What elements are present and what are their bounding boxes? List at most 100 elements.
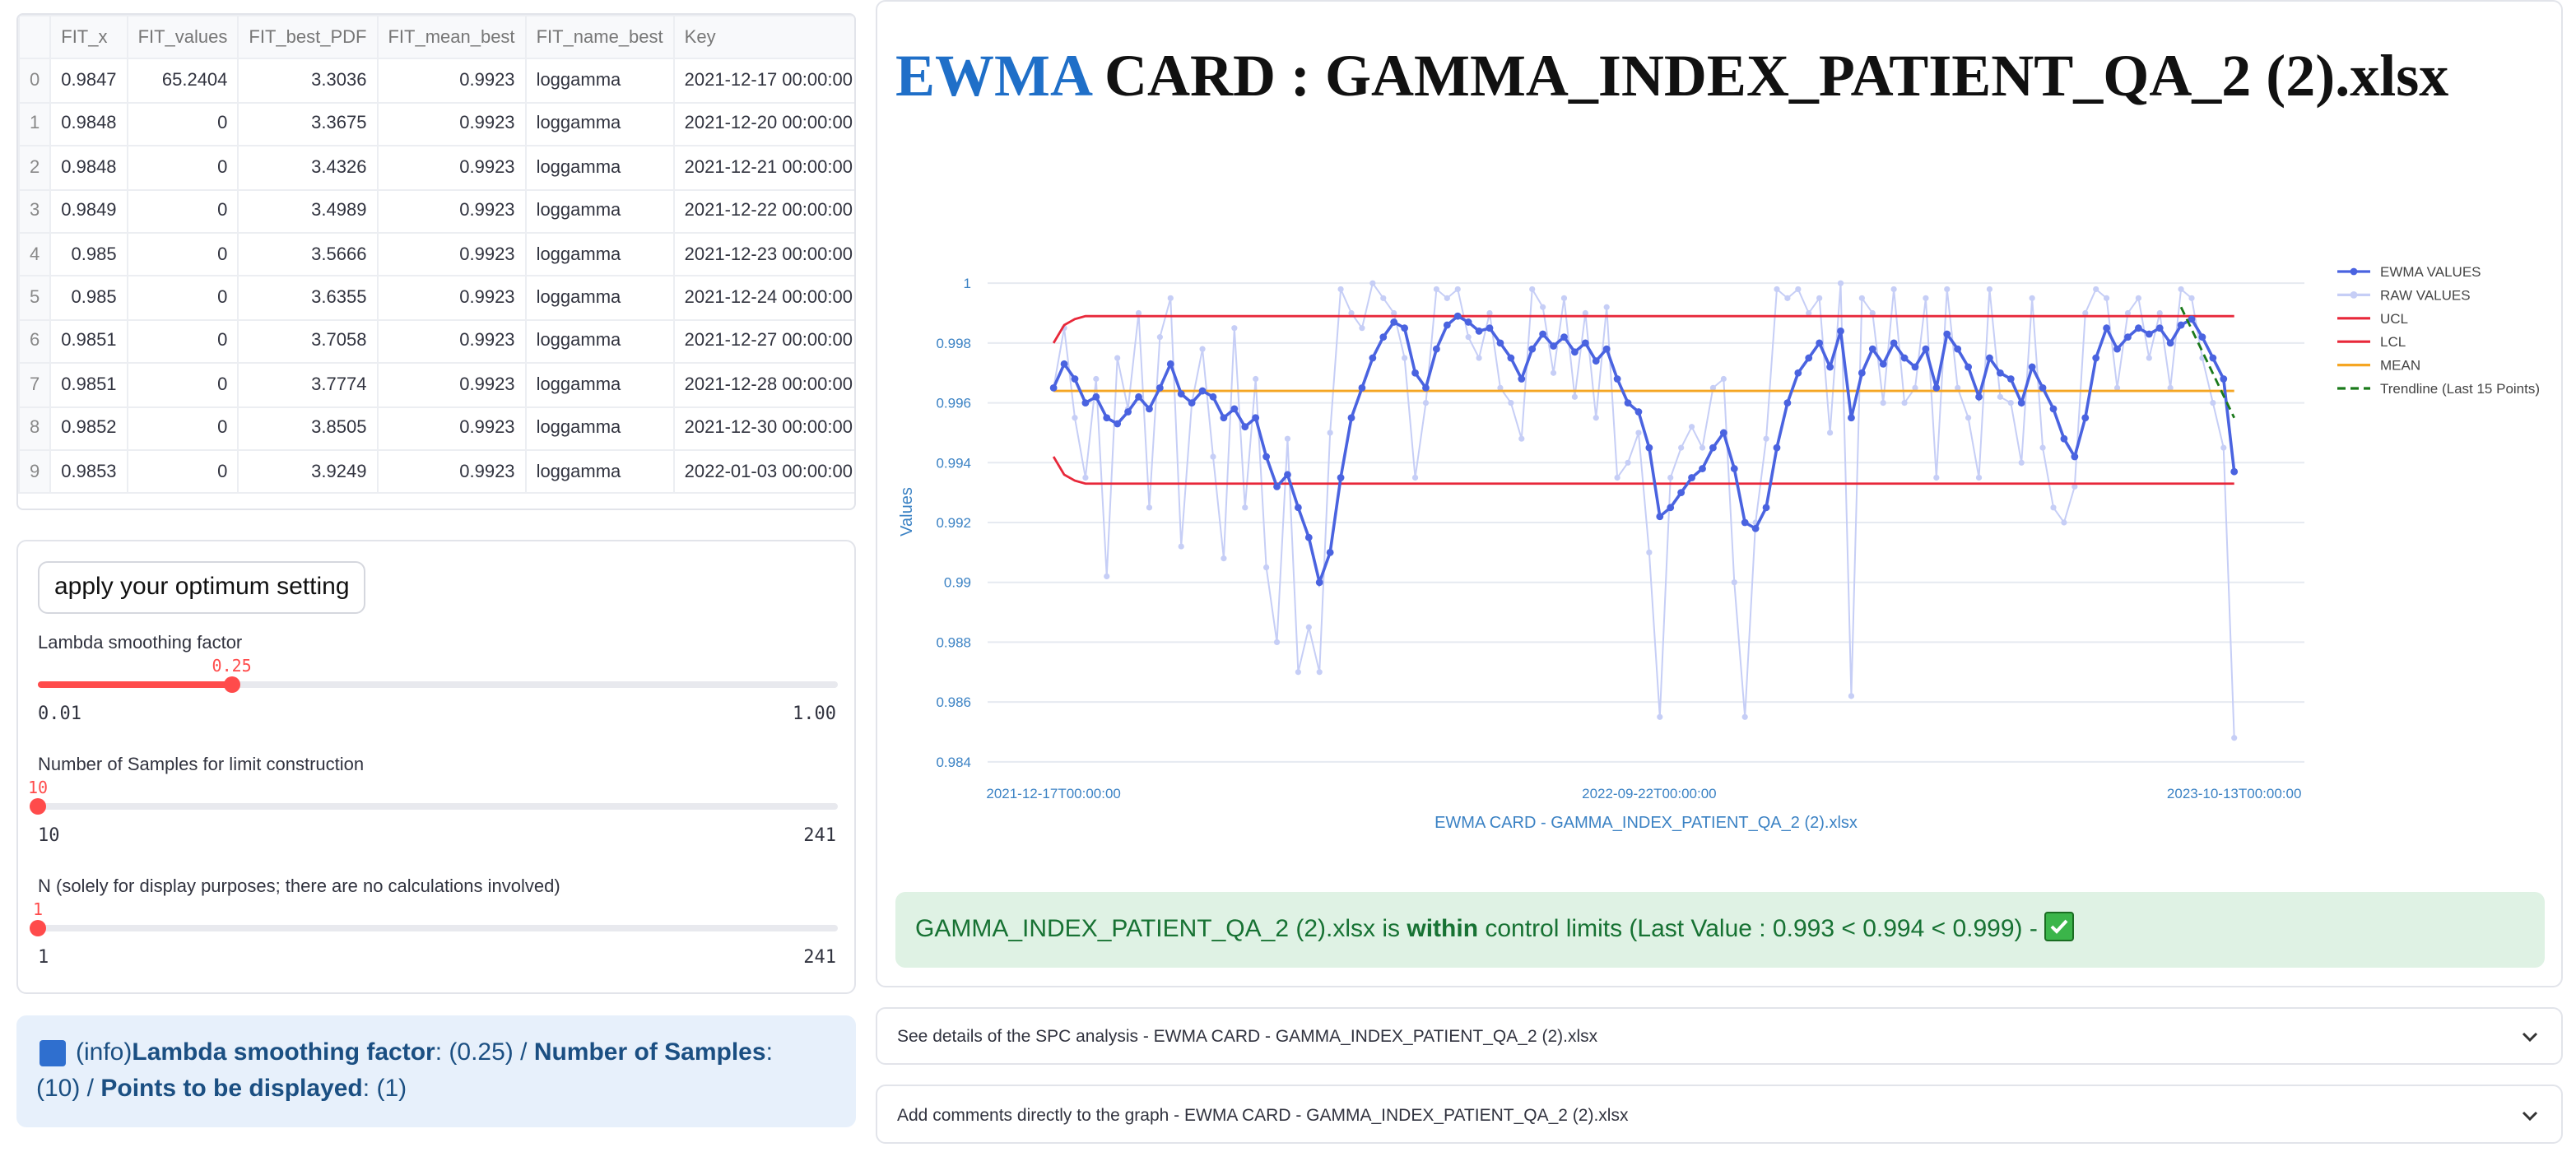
cell: 0.9851 xyxy=(49,362,128,408)
slider-knob[interactable] xyxy=(30,798,46,815)
slider-label: Number of Samples for limit construction xyxy=(38,755,365,775)
slider-track xyxy=(38,925,838,931)
slider-label: N (solely for display purposes; there ar… xyxy=(38,877,560,897)
data-table: FIT_x FIT_values FIT_best_PDF FIT_mean_best… xyxy=(18,15,854,495)
cell: 2022-01-03 00:00:00 xyxy=(672,448,854,495)
row: 9 0.9853 0 3.9249 0.9923 loggamma 2022-01-03 0… xyxy=(18,448,854,495)
row-index: 2 xyxy=(18,145,52,191)
check-icon xyxy=(2044,912,2075,941)
row: 8 0.9852 0 3.8505 0.9923 loggamma 2021-12-30 0… xyxy=(18,406,854,451)
cell: 0 xyxy=(126,318,239,365)
cell: 0.9923 xyxy=(376,275,527,321)
row-index: 1 xyxy=(18,101,52,147)
cell: 0.9923 xyxy=(376,231,527,277)
header-row: FIT_x FIT_values FIT_best_PDF FIT_mean_best… xyxy=(18,15,854,60)
cell: 0 xyxy=(126,275,239,321)
slider-knob[interactable] xyxy=(30,920,46,936)
title-rest: CARD : GAMMA_INDEX_PATIENT_QA_2 (2).xlsx xyxy=(1090,43,2449,109)
slider-max: 241 xyxy=(803,946,836,968)
row-index: 7 xyxy=(18,362,52,408)
slider-min: 1 xyxy=(38,946,49,968)
slider-value: 1 xyxy=(32,902,44,920)
cell: 2021-12-22 00:00:00 xyxy=(672,188,854,234)
expander-label: See details of the SPC analysis - EWMA C… xyxy=(897,1027,1598,1047)
table-frame: FIT_x FIT_values FIT_best_PDF FIT_mean_best… xyxy=(16,13,856,510)
cell: 0.9923 xyxy=(376,58,527,104)
cell: loggamma xyxy=(524,58,675,104)
row-index: 5 xyxy=(18,275,52,321)
status-part: GAMMA_INDEX_PATIENT_QA_2 (2).xlsx is xyxy=(915,915,1407,943)
cell: 0 xyxy=(126,406,239,451)
slider-track xyxy=(38,803,838,810)
header-cell: FIT_x xyxy=(49,15,128,60)
expander[interactable]: See details of the SPC analysis - EWMA C… xyxy=(876,1007,2563,1065)
status-text: GAMMA_INDEX_PATIENT_QA_2 (2).xlsx is wit… xyxy=(915,912,2075,943)
cell: 0.9847 xyxy=(49,58,128,104)
cell: 0.985 xyxy=(49,275,128,321)
row-index: 6 xyxy=(18,318,52,365)
status-part: within xyxy=(1407,915,1479,943)
row: 5 0.985 0 3.6355 0.9923 loggamma 2021-12-24 00… xyxy=(18,275,854,321)
cell: 0 xyxy=(126,362,239,408)
cell: loggamma xyxy=(524,101,675,147)
slider-knob[interactable] xyxy=(223,676,240,693)
cell: 3.8505 xyxy=(237,406,379,451)
cell: 2021-12-17 00:00:00 xyxy=(672,58,854,104)
new-icon xyxy=(40,1040,66,1066)
cell: loggamma xyxy=(524,188,675,234)
cell: loggamma xyxy=(524,448,675,495)
cell: 3.7058 xyxy=(237,318,379,365)
row-index: 3 xyxy=(18,188,52,234)
cell: 0 xyxy=(126,145,239,191)
cell: 0.9923 xyxy=(376,188,527,234)
cell: 2021-12-30 00:00:00 xyxy=(672,406,854,451)
cell: 2021-12-27 00:00:00 xyxy=(672,318,854,365)
cell: 0.9851 xyxy=(49,318,128,365)
row: 6 0.9851 0 3.7058 0.9923 loggamma 2021-12-27 0… xyxy=(18,318,854,365)
cell: 0.9852 xyxy=(49,406,128,451)
header-cell: Key xyxy=(672,15,854,60)
cell: 2021-12-20 00:00:00 xyxy=(672,101,854,147)
cell: 3.4326 xyxy=(237,145,379,191)
row: 3 0.9849 0 3.4989 0.9923 loggamma 2021-12-22 0… xyxy=(18,188,854,234)
cell: 0 xyxy=(126,231,239,277)
cell: 0.9848 xyxy=(49,145,128,191)
slider-fill xyxy=(38,681,232,688)
cell: loggamma xyxy=(524,145,675,191)
row: 1 0.9848 0 3.3675 0.9923 loggamma 2021-12-20 0… xyxy=(18,101,854,147)
controls-panel: apply your optimum setting Lambda smooth… xyxy=(16,540,856,994)
info-part: Points to be displayed xyxy=(100,1075,363,1103)
row-index: 9 xyxy=(18,448,52,495)
chevron xyxy=(2522,1032,2538,1043)
cell: loggamma xyxy=(524,275,675,321)
header-cell: FIT_values xyxy=(126,15,239,60)
header-cell xyxy=(18,15,52,60)
button[interactable]: apply your optimum setting xyxy=(38,561,366,614)
info-part: : (0.25) / xyxy=(435,1038,534,1066)
row-index: 0 xyxy=(18,58,52,104)
info-text: (info)Lambda smoothing factor: (0.25) / … xyxy=(36,1035,810,1108)
cell: 3.5666 xyxy=(237,231,379,277)
chevron xyxy=(2522,1111,2538,1122)
cell: loggamma xyxy=(524,318,675,365)
slider-value: 10 xyxy=(27,780,49,798)
cell: 0.9923 xyxy=(376,448,527,495)
cell: 3.9249 xyxy=(237,448,379,495)
cell: 0.9923 xyxy=(376,362,527,408)
row: 2 0.9848 0 3.4326 0.9923 loggamma 2021-12-21 0… xyxy=(18,145,854,191)
cell: 0 xyxy=(126,448,239,495)
slider-label: Lambda smoothing factor xyxy=(38,634,243,653)
cell: loggamma xyxy=(524,362,675,408)
info-part: Lambda smoothing factor xyxy=(132,1038,435,1066)
expander[interactable]: Add comments directly to the graph - EWM… xyxy=(876,1085,2563,1144)
cell: 3.6355 xyxy=(237,275,379,321)
cell: 0.9923 xyxy=(376,318,527,365)
header-cell: FIT_best_PDF xyxy=(237,15,379,60)
cell: loggamma xyxy=(524,406,675,451)
row-index: 8 xyxy=(18,406,52,451)
info-part: Number of Samples xyxy=(533,1038,766,1066)
cell: 2021-12-28 00:00:00 xyxy=(672,362,854,408)
slider-min: 0.01 xyxy=(38,703,81,724)
